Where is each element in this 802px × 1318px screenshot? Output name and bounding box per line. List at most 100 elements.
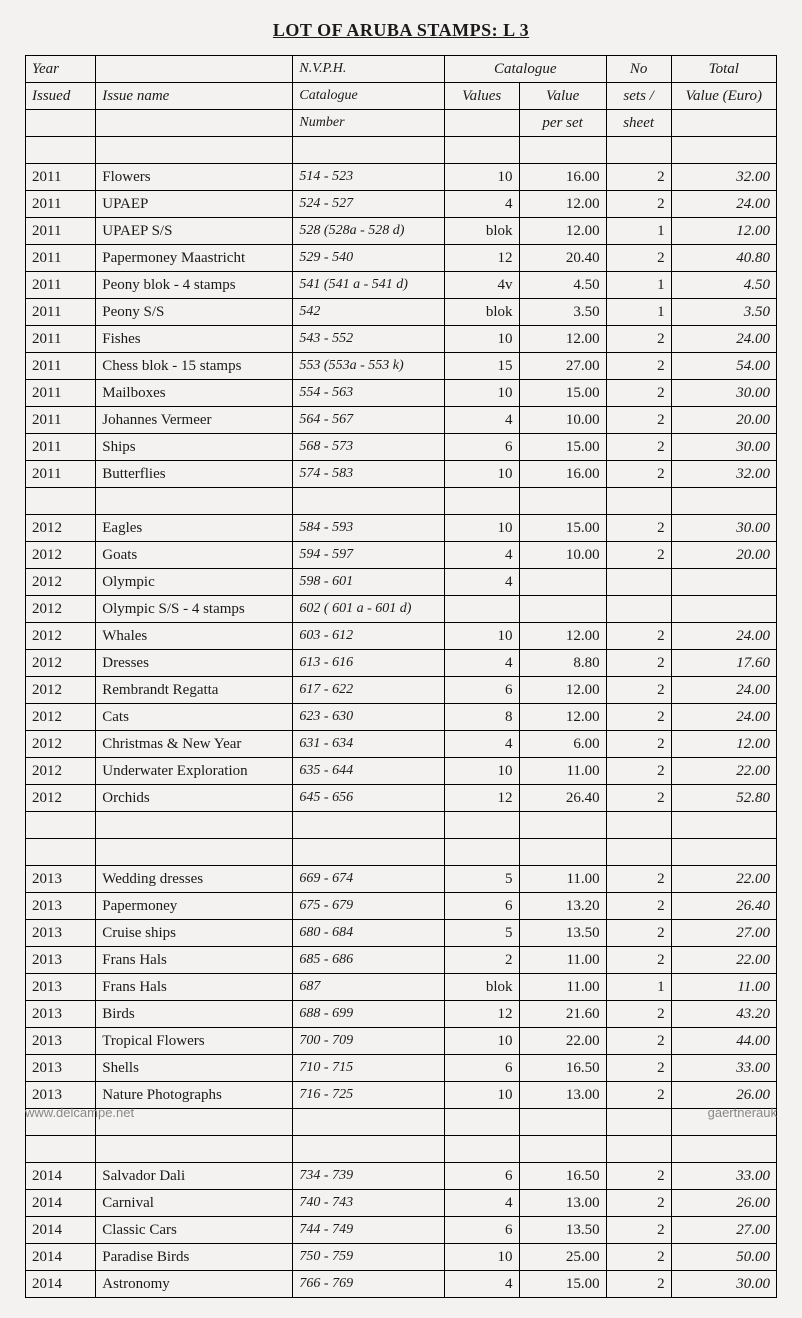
cell-nvph: 710 - 715	[293, 1055, 444, 1082]
cell-values: 4	[444, 569, 519, 596]
cell-name: Olympic	[96, 569, 293, 596]
table-row: 2014Astronomy766 - 769415.00230.00	[26, 1271, 777, 1298]
cell-year: 2012	[26, 623, 96, 650]
hdr-perset: per set	[519, 110, 606, 137]
cell-values: 6	[444, 1217, 519, 1244]
cell-year: 2014	[26, 1271, 96, 1298]
cell-nvph: 613 - 616	[293, 650, 444, 677]
hdr-blank	[444, 110, 519, 137]
cell-year: 2013	[26, 893, 96, 920]
cell-sets: 2	[606, 623, 671, 650]
cell-name: Underwater Exploration	[96, 758, 293, 785]
cell-year: 2012	[26, 677, 96, 704]
cell-name: Chess blok - 15 stamps	[96, 353, 293, 380]
cell-nvph: 598 - 601	[293, 569, 444, 596]
cell-value: 22.00	[519, 1028, 606, 1055]
cell-sets: 2	[606, 1271, 671, 1298]
cell-total: 33.00	[671, 1163, 776, 1190]
hdr-blank	[26, 110, 96, 137]
table-row: 2012Orchids645 - 6561226.40252.80	[26, 785, 777, 812]
cell-value: 6.00	[519, 731, 606, 758]
cell-name: UPAEP S/S	[96, 218, 293, 245]
hdr-issuename: Issue name	[96, 83, 293, 110]
table-row: 2013Wedding dresses669 - 674511.00222.00	[26, 866, 777, 893]
cell-values: 4	[444, 1190, 519, 1217]
cell-total: 24.00	[671, 677, 776, 704]
cell-value: 12.00	[519, 623, 606, 650]
cell-total: 30.00	[671, 434, 776, 461]
cell-name: Goats	[96, 542, 293, 569]
table-row: 2011Chess blok - 15 stamps553 (553a - 55…	[26, 353, 777, 380]
hdr-number: Number	[293, 110, 444, 137]
cell-year: 2014	[26, 1163, 96, 1190]
cell-year: 2011	[26, 272, 96, 299]
cell-name: Cruise ships	[96, 920, 293, 947]
cell-values: 10	[444, 326, 519, 353]
cell-year: 2011	[26, 191, 96, 218]
cell-values: 5	[444, 920, 519, 947]
cell-total: 32.00	[671, 164, 776, 191]
cell-values: 10	[444, 515, 519, 542]
hdr-catalogue2: Catalogue	[293, 83, 444, 110]
cell-value: 4.50	[519, 272, 606, 299]
cell-name: Christmas & New Year	[96, 731, 293, 758]
hdr-values: Values	[444, 83, 519, 110]
cell-name: Shells	[96, 1055, 293, 1082]
cell-total: 26.00	[671, 1190, 776, 1217]
cell-year: 2012	[26, 650, 96, 677]
cell-total: 44.00	[671, 1028, 776, 1055]
hdr-year: Year	[26, 56, 96, 83]
cell-sets: 2	[606, 947, 671, 974]
cell-total: 40.80	[671, 245, 776, 272]
cell-year: 2013	[26, 974, 96, 1001]
cell-year: 2012	[26, 758, 96, 785]
table-row: 2012Cats623 - 630812.00224.00	[26, 704, 777, 731]
cell-values: 6	[444, 1163, 519, 1190]
cell-nvph: 594 - 597	[293, 542, 444, 569]
cell-name: UPAEP	[96, 191, 293, 218]
cell-nvph: 529 - 540	[293, 245, 444, 272]
cell-sets: 2	[606, 1244, 671, 1271]
cell-values: 10	[444, 164, 519, 191]
cell-nvph: 716 - 725	[293, 1082, 444, 1109]
table-row: 2014Carnival740 - 743413.00226.00	[26, 1190, 777, 1217]
cell-nvph: 514 - 523	[293, 164, 444, 191]
table-row: 2011Flowers514 - 5231016.00232.00	[26, 164, 777, 191]
cell-values: 5	[444, 866, 519, 893]
cell-value: 15.00	[519, 515, 606, 542]
cell-total: 22.00	[671, 947, 776, 974]
cell-nvph: 631 - 634	[293, 731, 444, 758]
cell-year: 2012	[26, 569, 96, 596]
table-row: 2014Paradise Birds750 - 7591025.00250.00	[26, 1244, 777, 1271]
cell-values: 6	[444, 677, 519, 704]
cell-name: Olympic S/S - 4 stamps	[96, 596, 293, 623]
cell-total: 22.00	[671, 866, 776, 893]
cell-value: 11.00	[519, 866, 606, 893]
cell-values: 4	[444, 542, 519, 569]
cell-values: 8	[444, 704, 519, 731]
cell-values: blok	[444, 299, 519, 326]
cell-nvph: 645 - 656	[293, 785, 444, 812]
stamps-table: Year N.V.P.H. Catalogue No Total Issued …	[25, 55, 777, 1298]
cell-total: 22.00	[671, 758, 776, 785]
cell-name: Birds	[96, 1001, 293, 1028]
table-row: 2011Johannes Vermeer564 - 567410.00220.0…	[26, 407, 777, 434]
cell-nvph: 635 - 644	[293, 758, 444, 785]
cell-total	[671, 569, 776, 596]
cell-values: 10	[444, 461, 519, 488]
cell-total: 27.00	[671, 1217, 776, 1244]
cell-value: 12.00	[519, 677, 606, 704]
table-row: 2011Peony blok - 4 stamps541 (541 a - 54…	[26, 272, 777, 299]
cell-year: 2011	[26, 245, 96, 272]
cell-values: 12	[444, 1001, 519, 1028]
table-row: 2011Mailboxes554 - 5631015.00230.00	[26, 380, 777, 407]
cell-name: Peony S/S	[96, 299, 293, 326]
cell-sets: 2	[606, 1082, 671, 1109]
cell-total: 24.00	[671, 704, 776, 731]
cell-name: Frans Hals	[96, 947, 293, 974]
cell-name: Wedding dresses	[96, 866, 293, 893]
cell-values: 12	[444, 245, 519, 272]
cell-values: 10	[444, 1028, 519, 1055]
cell-value: 10.00	[519, 542, 606, 569]
cell-sets: 2	[606, 920, 671, 947]
